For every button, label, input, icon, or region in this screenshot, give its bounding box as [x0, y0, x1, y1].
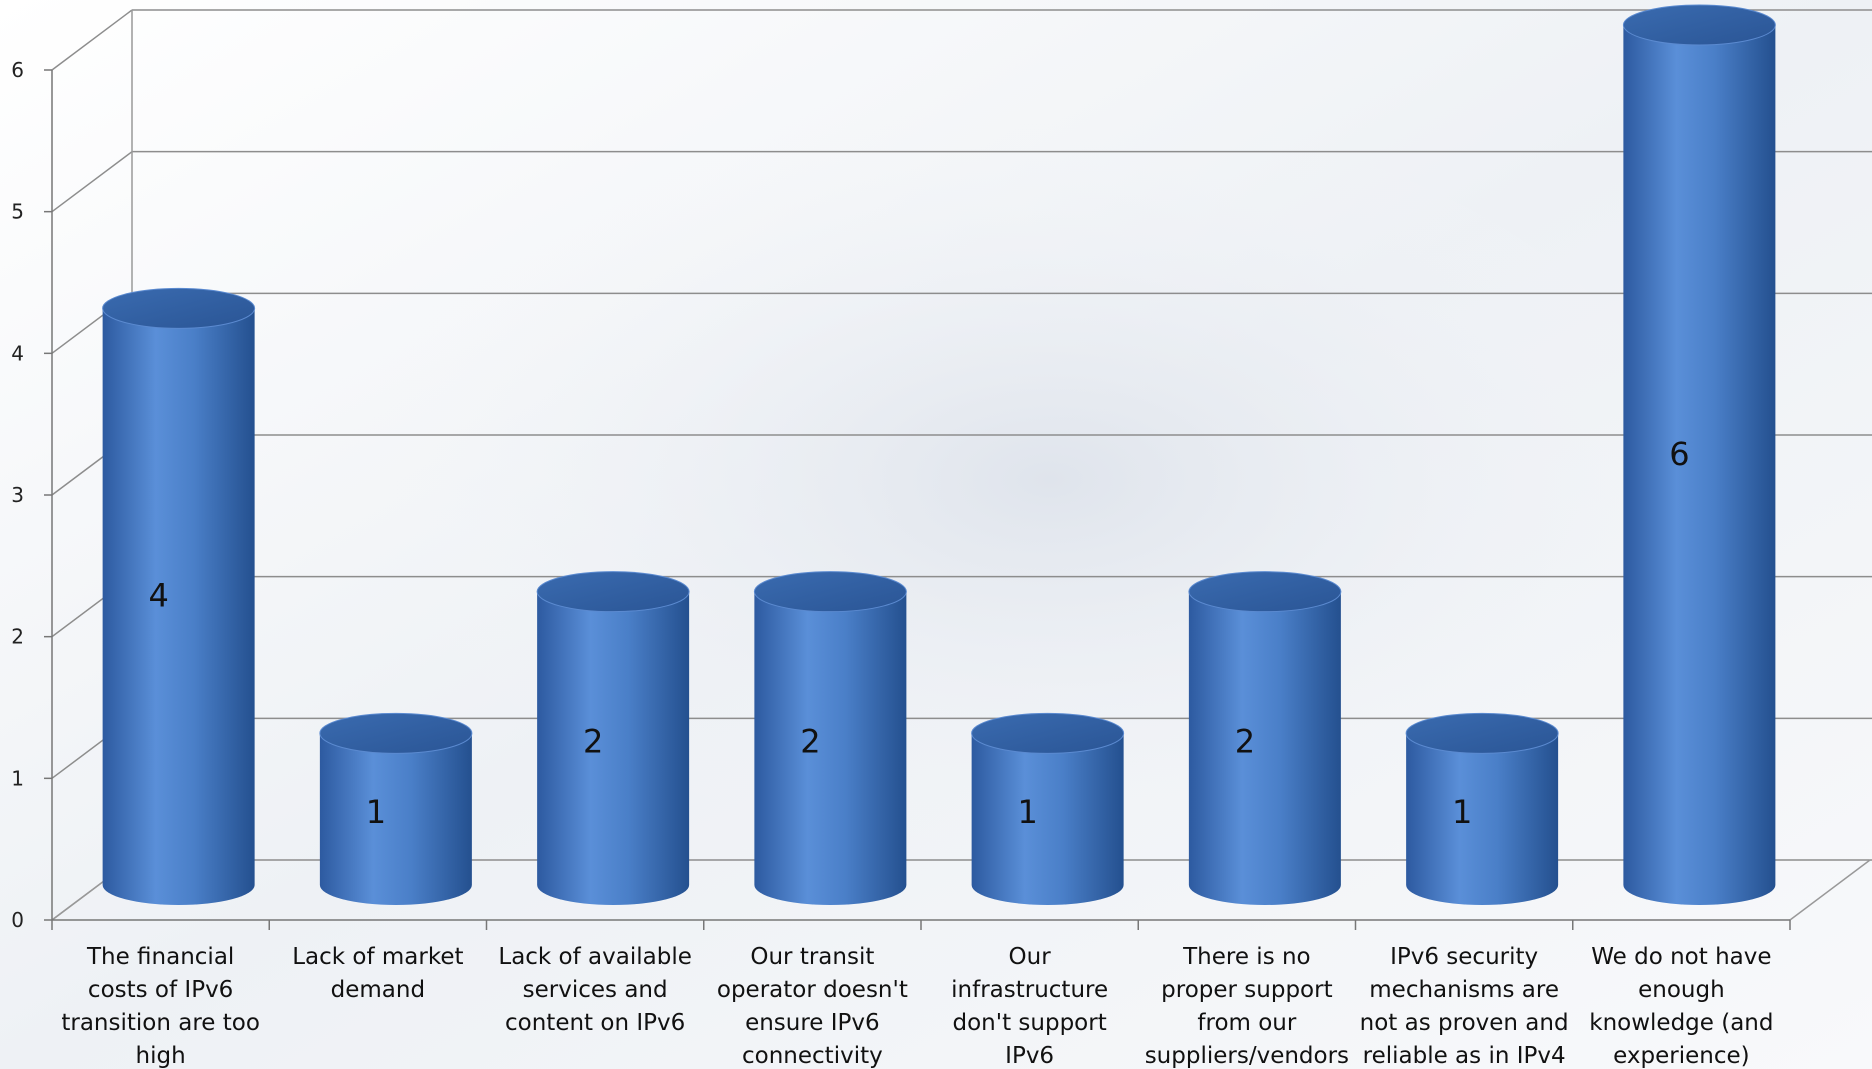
- x-category-label-line: suppliers/vendors: [1145, 1043, 1349, 1069]
- y-tick-label: 4: [11, 341, 24, 365]
- x-category-label: There is no proper support from our supplie…: [1145, 944, 1349, 1069]
- data-label: 1: [366, 793, 386, 831]
- bar-body: [102, 308, 255, 905]
- bar-cylinder: [971, 712, 1125, 905]
- x-category-label: Our transit operator doesn't ensure IPv6 co…: [717, 944, 908, 1069]
- x-category-label-line: transition are too: [61, 1010, 260, 1036]
- bar-top: [1405, 712, 1559, 754]
- bar-top: [971, 712, 1125, 754]
- x-category-label-line: Our: [1009, 944, 1052, 970]
- x-category-label-line: operator doesn't: [717, 977, 908, 1003]
- x-category-label-line: infrastructure: [951, 977, 1108, 1003]
- bar-body: [1623, 25, 1776, 905]
- y-tick-label: 0: [11, 908, 24, 932]
- bar-top: [1622, 4, 1776, 46]
- y-tick-label: 3: [11, 483, 24, 507]
- bar-top: [753, 571, 907, 613]
- bar-cylinder: [102, 287, 256, 905]
- data-label: 2: [1235, 722, 1255, 760]
- x-category-label-line: content on IPv6: [505, 1010, 685, 1036]
- x-category-label: Lack of market demand: [292, 944, 463, 1003]
- x-category-label-line: costs of IPv6: [88, 977, 233, 1003]
- x-category-label-line: IPv6: [1005, 1043, 1054, 1069]
- bars: [102, 4, 1776, 905]
- x-category-label-line: The financial: [86, 944, 234, 970]
- x-category-label-line: Lack of available: [498, 944, 691, 970]
- bar-cylinder: [1405, 712, 1559, 905]
- data-label: 2: [800, 722, 820, 760]
- x-category-label-line: demand: [331, 977, 425, 1003]
- x-category-label: IPv6 security mechanisms are not as proven…: [1360, 944, 1569, 1069]
- x-category-label-line: ensure IPv6: [745, 1010, 880, 1036]
- x-category-label-line: Our transit: [750, 944, 874, 970]
- data-label: 1: [1017, 793, 1037, 831]
- gridline-diagonal: [51, 9, 133, 71]
- x-category-label-line: Lack of market: [292, 944, 463, 970]
- y-tick-label: 5: [11, 200, 24, 224]
- x-category-label: Lack of available services and content on …: [498, 944, 691, 1036]
- data-label: 6: [1669, 435, 1689, 473]
- y-tick-label: 6: [11, 58, 24, 82]
- x-category-label-line: don't support: [953, 1010, 1107, 1036]
- bar-top: [1188, 571, 1342, 613]
- x-category-label-line: There is no: [1182, 944, 1311, 970]
- gridline-diagonal: [51, 151, 133, 213]
- y-tick-label: 2: [11, 625, 24, 649]
- x-category-label-line: proper support: [1161, 977, 1332, 1003]
- bar-cylinder: [1622, 4, 1776, 905]
- x-category-label-line: from our: [1197, 1010, 1296, 1036]
- x-category-label: The financial costs of IPv6 transition are…: [61, 944, 260, 1069]
- bar-cylinder: [1188, 571, 1342, 905]
- bar-body: [319, 733, 472, 905]
- data-label: 4: [148, 577, 168, 615]
- x-category-label-line: experience): [1613, 1043, 1749, 1069]
- x-category-label-line: We do not have: [1591, 944, 1771, 970]
- x-category-label-line: IPv6 security: [1390, 944, 1538, 970]
- x-category-label-line: connectivity: [742, 1043, 883, 1069]
- x-category-label-line: reliable as in IPv4: [1363, 1043, 1566, 1069]
- bar-body: [1406, 733, 1559, 905]
- x-category-label-line: knowledge (and: [1589, 1010, 1773, 1036]
- bar-cylinder: [536, 571, 690, 905]
- bar-cylinder: [319, 712, 473, 905]
- bar-top: [536, 571, 690, 613]
- bar-cylinder: [753, 571, 907, 905]
- bar-body: [537, 591, 690, 905]
- x-category-label-line: enough: [1638, 977, 1725, 1003]
- bar-top: [319, 712, 473, 754]
- bar-body: [1188, 591, 1341, 905]
- floor-right-edge: [1789, 859, 1871, 921]
- data-label: 2: [583, 722, 603, 760]
- bar-body: [754, 591, 907, 905]
- x-category-label-line: services and: [523, 977, 668, 1003]
- x-category-label-line: high: [136, 1043, 186, 1069]
- x-category-label-line: not as proven and: [1360, 1010, 1569, 1036]
- data-label: 1: [1452, 793, 1472, 831]
- x-category-label: Our infrastructure don't support IPv6: [951, 944, 1108, 1069]
- x-category-label-line: mechanisms are: [1369, 977, 1559, 1003]
- bar-body: [971, 733, 1124, 905]
- y-tick-label: 1: [11, 766, 24, 790]
- x-category-label: We do not have enough knowledge (and experi…: [1589, 944, 1773, 1069]
- bar-top: [102, 287, 256, 329]
- labels: 0 1 2 3 4 5 6 4 1 2 2 1 2 1 6 The financial costs of IPv…: [11, 58, 1773, 1069]
